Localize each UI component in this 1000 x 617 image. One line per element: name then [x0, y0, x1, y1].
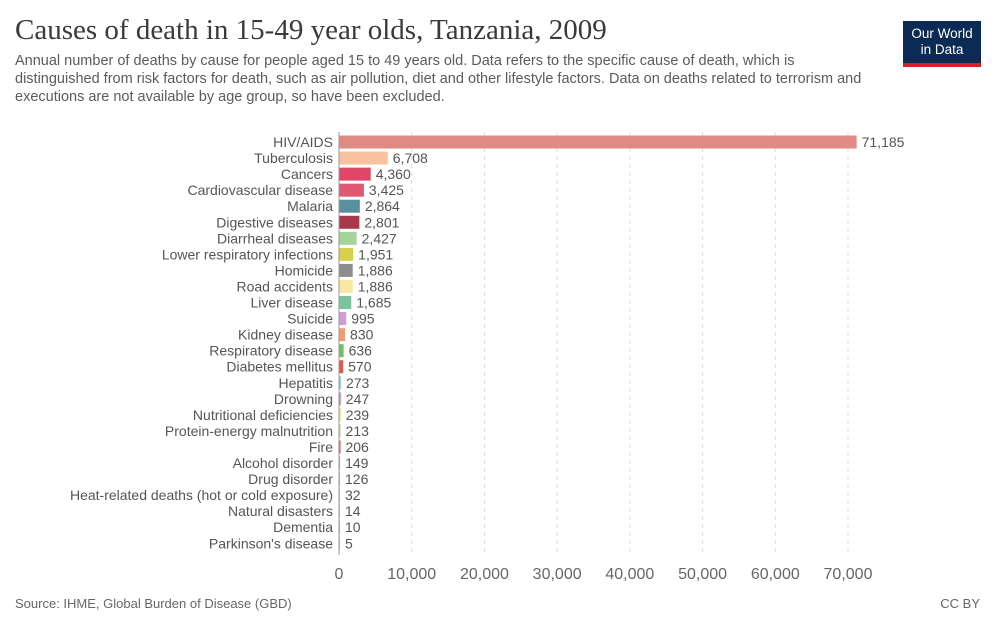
value-label: 570 [348, 359, 372, 375]
value-label: 14 [345, 503, 361, 519]
x-tick-label: 30,000 [533, 566, 582, 583]
category-label: Malaria [287, 198, 333, 214]
bar [339, 328, 346, 342]
value-label: 1,886 [358, 262, 393, 278]
bar-chart: HIV/AIDS 71,185 Tuberculosis 6,708 Cancers 4,… [70, 132, 905, 583]
value-label: 3,425 [369, 182, 404, 198]
value-label: 206 [345, 439, 369, 455]
category-label: Liver disease [251, 295, 334, 311]
value-label: 830 [350, 327, 374, 343]
value-label: 2,864 [365, 198, 400, 214]
value-label: 2,801 [364, 214, 399, 230]
value-label: 32 [345, 487, 361, 503]
x-tick-label: 40,000 [605, 566, 654, 583]
category-label: Kidney disease [238, 327, 333, 343]
category-label: Diabetes mellitus [226, 359, 333, 375]
chart-title: Causes of death in 15-49 year olds, Tanz… [15, 14, 607, 46]
bar [339, 440, 341, 454]
category-label: Tuberculosis [254, 150, 333, 166]
bar [339, 279, 353, 293]
category-label: Drug disorder [248, 471, 333, 487]
category-label: Alcohol disorder [233, 455, 334, 471]
logo-line-2: in Data [920, 42, 964, 57]
bar [339, 456, 341, 470]
bar [339, 376, 341, 390]
x-tick-label: 60,000 [751, 566, 800, 583]
value-label: 2,427 [362, 230, 397, 246]
bar [339, 360, 344, 374]
bar [339, 247, 354, 261]
bar [339, 215, 360, 229]
value-label: 126 [345, 471, 369, 487]
category-label: Homicide [275, 262, 334, 278]
category-label: Digestive diseases [216, 214, 333, 230]
value-label: 1,886 [358, 278, 393, 294]
bar [339, 199, 360, 213]
bar [339, 135, 857, 149]
category-label: Natural disasters [228, 503, 333, 519]
x-tick-label: 20,000 [460, 566, 509, 583]
bar [339, 312, 347, 326]
category-label: Dementia [273, 519, 333, 535]
bar [339, 183, 364, 197]
x-tick-label: 0 [335, 566, 344, 583]
bar [339, 344, 344, 358]
bar [339, 167, 371, 181]
bar [339, 151, 388, 165]
category-label: Drowning [274, 391, 333, 407]
x-tick-label: 70,000 [824, 566, 873, 583]
category-label: Respiratory disease [209, 343, 333, 359]
value-label: 10 [345, 519, 361, 535]
value-label: 149 [345, 455, 369, 471]
category-label: HIV/AIDS [273, 134, 333, 150]
owid-logo[interactable]: Our World in Data [903, 21, 981, 67]
value-label: 995 [351, 311, 375, 327]
value-label: 6,708 [393, 150, 428, 166]
category-label: Protein-energy malnutrition [165, 423, 333, 439]
bar [339, 424, 341, 438]
value-label: 71,185 [862, 134, 905, 150]
bar [339, 263, 353, 277]
bar [339, 392, 341, 406]
category-label: Parkinson's disease [209, 535, 333, 551]
value-label: 1,685 [356, 295, 391, 311]
value-label: 4,360 [376, 166, 411, 182]
x-tick-label: 50,000 [678, 566, 727, 583]
x-tick-label: 10,000 [387, 566, 436, 583]
category-label: Cardiovascular disease [187, 182, 333, 198]
category-label: Lower respiratory infections [162, 246, 333, 262]
value-label: 273 [346, 375, 370, 391]
value-label: 5 [345, 535, 353, 551]
value-label: 1,951 [358, 246, 393, 262]
value-label: 247 [346, 391, 370, 407]
bar [339, 231, 357, 245]
category-label: Heat-related deaths (hot or cold exposur… [70, 487, 333, 503]
source-note[interactable]: Source: IHME, Global Burden of Disease (… [15, 596, 292, 611]
bar [339, 408, 341, 422]
category-label: Hepatitis [279, 375, 333, 391]
category-label: Cancers [281, 166, 333, 182]
value-label: 213 [346, 423, 370, 439]
license-label[interactable]: CC BY [940, 596, 980, 611]
category-label: Road accidents [236, 278, 333, 294]
value-label: 636 [349, 343, 373, 359]
category-label: Nutritional deficiencies [193, 407, 333, 423]
bar [339, 296, 352, 310]
category-label: Suicide [287, 311, 333, 327]
chart-subtitle: Annual number of deaths by cause for peo… [15, 53, 862, 105]
logo-line-1: Our World [911, 26, 973, 41]
category-label: Diarrheal diseases [217, 230, 333, 246]
value-label: 239 [346, 407, 370, 423]
category-label: Fire [309, 439, 333, 455]
